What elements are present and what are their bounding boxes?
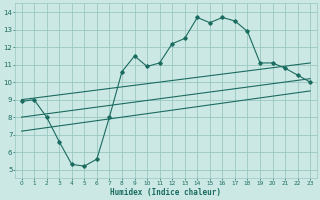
X-axis label: Humidex (Indice chaleur): Humidex (Indice chaleur) [110,188,221,197]
